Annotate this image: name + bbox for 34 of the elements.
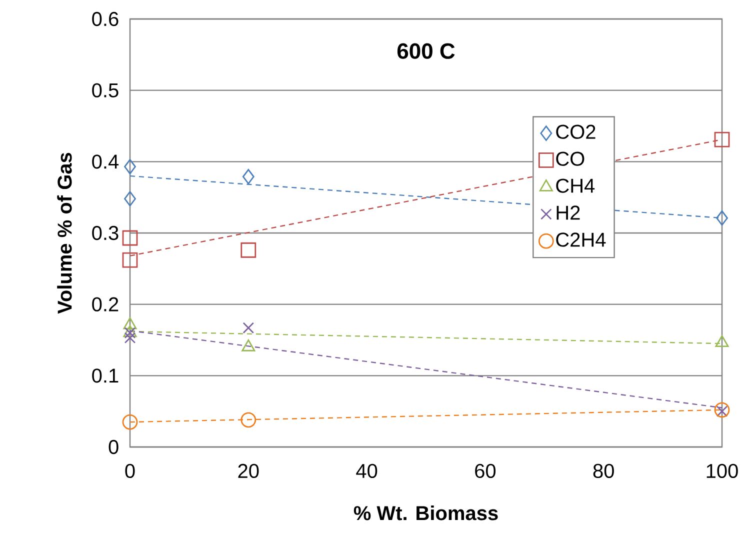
x-tick-label: 40 <box>356 464 378 478</box>
point <box>124 332 136 344</box>
y-tick-label: 0.6 <box>92 12 118 26</box>
y-axis-title: Volume % of Gas <box>57 152 72 314</box>
y-tick-label: 0.5 <box>92 83 118 98</box>
y-tick-label: 0.4 <box>92 154 119 169</box>
point <box>122 230 138 246</box>
point <box>240 412 256 428</box>
legend-label: C2H4 <box>556 232 606 247</box>
x-tick-label: 60 <box>475 464 496 478</box>
x-tick-label: 80 <box>593 464 614 478</box>
legend-label: CO2 <box>556 124 596 139</box>
y-tick-label: 0.2 <box>92 297 118 312</box>
point <box>714 132 730 148</box>
point <box>714 402 730 418</box>
x-tick-label: 100 <box>706 464 738 478</box>
point <box>122 414 138 430</box>
text: 600 C <box>397 43 455 59</box>
point <box>122 252 138 268</box>
point <box>240 242 256 258</box>
point <box>124 191 136 206</box>
point <box>242 168 254 184</box>
point <box>242 322 254 334</box>
y-tick-label: 0.1 <box>92 368 118 383</box>
x-axis-title: % Wt. Biomass <box>354 506 498 520</box>
x-tick-label: 20 <box>238 464 259 478</box>
legend-label: CH4 <box>556 178 595 193</box>
y-tick-label: 0 <box>108 440 118 454</box>
x-tick-label: 0 <box>125 464 135 478</box>
y-tick-label: 0.3 <box>92 226 118 240</box>
point <box>124 158 136 174</box>
legend-label: H2 <box>556 206 580 220</box>
legend-label: CO <box>556 152 584 166</box>
point <box>716 210 728 226</box>
